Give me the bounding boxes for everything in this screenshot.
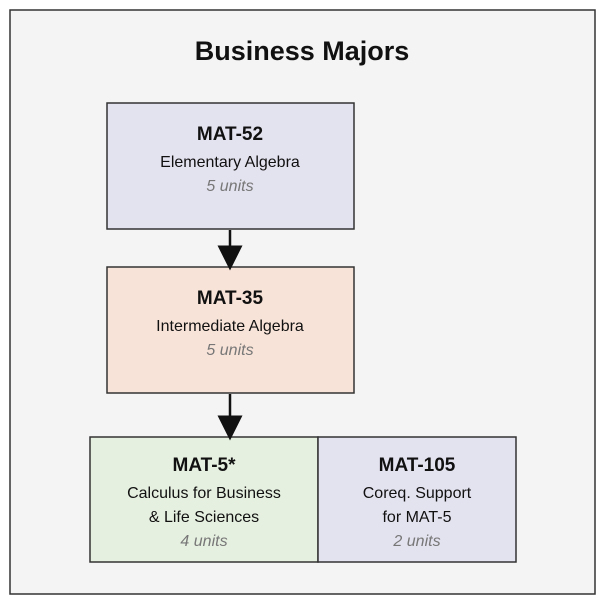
- node-units: 4 units: [180, 533, 227, 550]
- node-name: Coreq. Support: [363, 485, 472, 502]
- node-name: Intermediate Algebra: [156, 318, 304, 335]
- node-name: & Life Sciences: [149, 509, 259, 526]
- node-name: Elementary Algebra: [160, 154, 300, 171]
- node-code: MAT-105: [379, 455, 456, 476]
- node-code: MAT-35: [197, 288, 264, 309]
- node-units: 2 units: [392, 533, 440, 550]
- node-box: [317, 436, 517, 563]
- node-box: [89, 436, 319, 563]
- node-box: [106, 102, 355, 230]
- node-units: 5 units: [206, 178, 253, 195]
- node-code: MAT-52: [197, 124, 263, 145]
- node-name: for MAT-5: [382, 509, 451, 526]
- node-units: 5 units: [206, 342, 253, 359]
- node-name: Calculus for Business: [127, 485, 281, 502]
- node-code: MAT-5*: [173, 455, 237, 476]
- title: Business Majors: [195, 36, 410, 66]
